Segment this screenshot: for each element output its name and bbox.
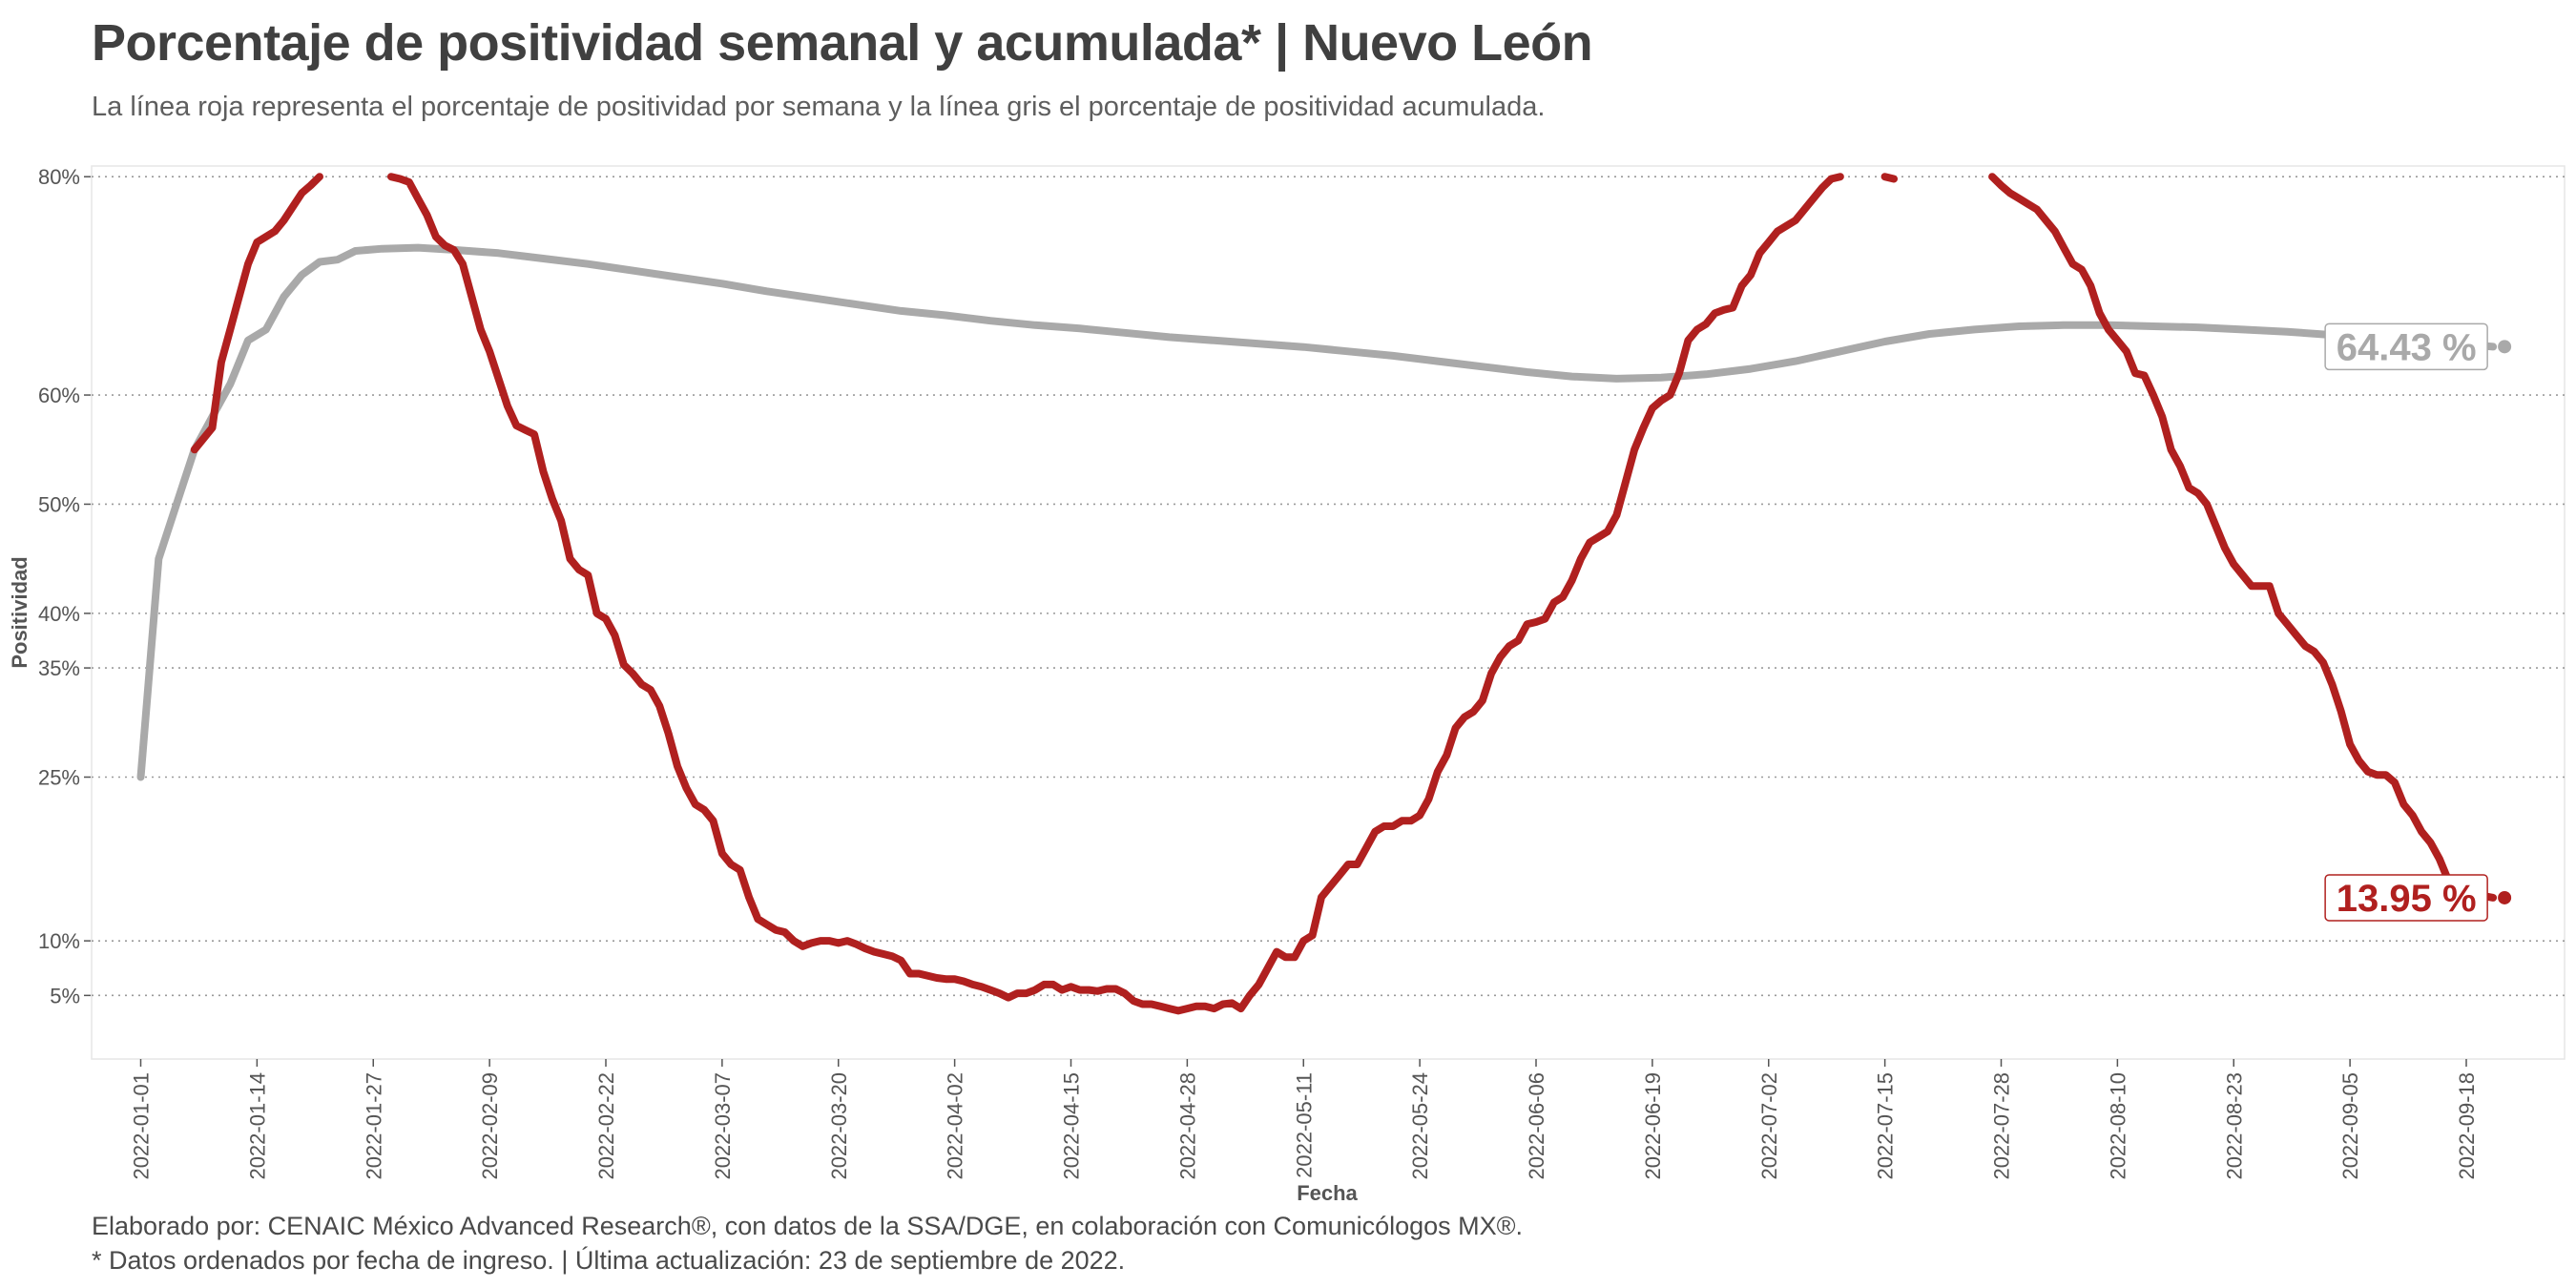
cumulative-end-point	[2498, 340, 2512, 354]
footer-credits: Elaborado por: CENAIC México Advanced Re…	[92, 1212, 1524, 1240]
x-tick-label: 2022-09-18	[2455, 1072, 2479, 1180]
chart-subtitle: La línea roja representa el porcentaje d…	[92, 92, 1546, 122]
y-tick-label: 50%	[38, 492, 80, 516]
x-tick-label: 2022-01-14	[245, 1072, 269, 1180]
x-tick-label: 2022-04-02	[944, 1072, 967, 1180]
y-tick-label: 10%	[38, 929, 80, 953]
chart-title: Porcentaje de positividad semanal y acum…	[92, 14, 1593, 72]
cumulative-end-label-box	[2324, 322, 2488, 371]
x-tick-label: 2022-02-09	[478, 1072, 502, 1180]
weekly-end-label-box	[2324, 874, 2488, 922]
x-tick-label: 2022-01-01	[130, 1072, 154, 1180]
y-axis-ticks: 5% 10% 25% 35% 40% 50% 60% 80%	[38, 165, 91, 1008]
x-tick-label: 2022-04-28	[1175, 1072, 1199, 1180]
x-tick-label: 2022-03-20	[827, 1072, 851, 1180]
plot-panel	[91, 165, 2566, 1060]
footer-note: * Datos ordenados por fecha de ingreso. …	[92, 1246, 1126, 1275]
y-tick-label: 5%	[50, 984, 80, 1008]
x-tick-label: 2022-06-06	[1525, 1072, 1548, 1180]
x-tick-label: 2022-08-10	[2106, 1072, 2129, 1180]
weekly-end-label: 13.95 %	[2337, 878, 2477, 920]
cumulative-end-label: 64.43 %	[2337, 326, 2477, 368]
y-tick-label: 60%	[38, 384, 80, 407]
y-tick-label: 80%	[38, 165, 80, 189]
x-tick-label: 2022-09-05	[2338, 1072, 2362, 1180]
x-axis-title: Fecha	[1297, 1181, 1358, 1205]
x-tick-label: 2022-07-28	[1990, 1072, 2014, 1180]
cumulative-line	[136, 243, 2498, 781]
x-tick-label: 2022-07-02	[1757, 1072, 1781, 1180]
grid-lines	[92, 176, 2565, 997]
x-tick-label: 2022-01-27	[362, 1072, 385, 1180]
y-tick-label: 40%	[38, 602, 80, 626]
y-axis-title: Positividad	[8, 556, 31, 668]
y-tick-label: 25%	[38, 766, 80, 790]
x-axis-ticks: 2022-01-01 2022-01-14 2022-01-27 2022-02-09…	[130, 1059, 2479, 1180]
weekly-end-point	[2498, 890, 2512, 904]
weekly-line	[190, 173, 2498, 1015]
x-tick-label: 2022-02-22	[594, 1072, 618, 1180]
x-tick-label: 2022-06-19	[1641, 1072, 1665, 1180]
x-tick-label: 2022-05-11	[1292, 1072, 1316, 1178]
x-tick-label: 2022-07-15	[1874, 1072, 1898, 1180]
x-tick-label: 2022-08-23	[2222, 1072, 2246, 1180]
x-tick-label: 2022-05-24	[1408, 1072, 1432, 1180]
x-tick-label: 2022-03-07	[711, 1072, 735, 1180]
y-tick-label: 35%	[38, 656, 80, 680]
series-lines	[136, 173, 2498, 1015]
end-labels: 64.43 % 13.95 %	[2324, 322, 2512, 922]
x-tick-label: 2022-04-15	[1060, 1072, 1084, 1180]
